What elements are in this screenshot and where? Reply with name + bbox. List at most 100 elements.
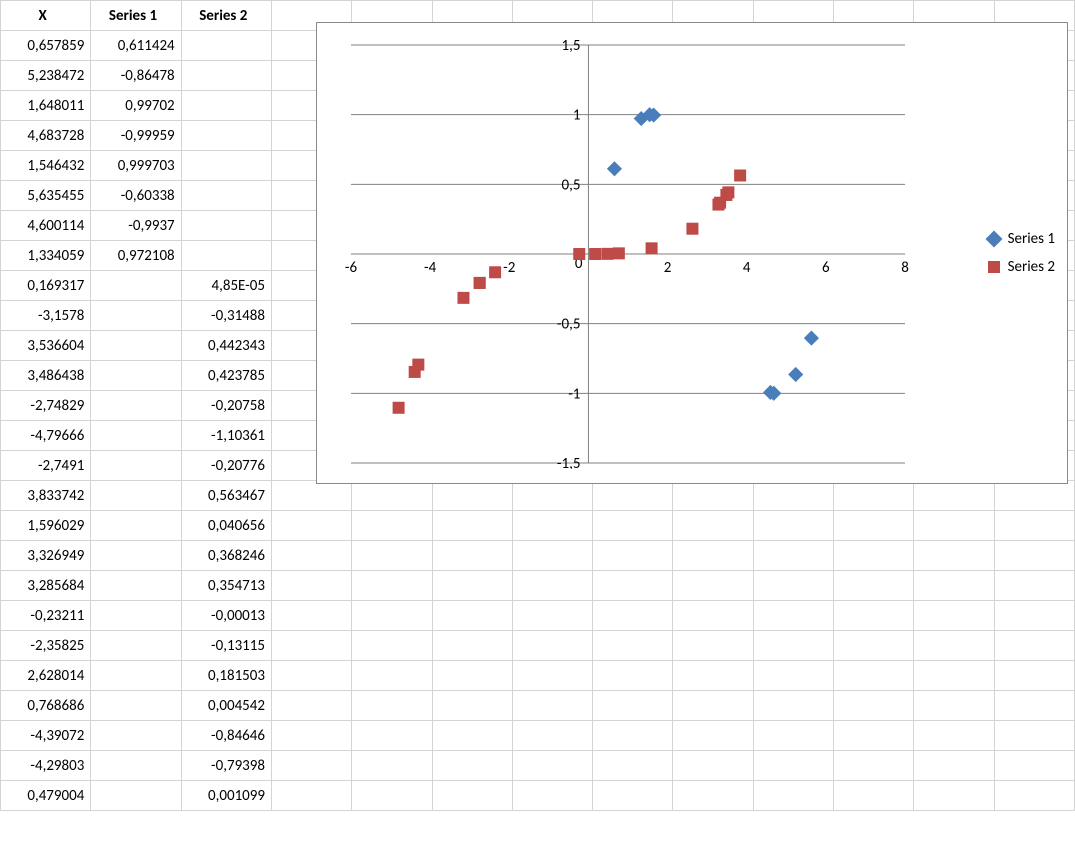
empty-cell[interactable] xyxy=(834,661,914,691)
table-row[interactable]: 3,8337420,563467 xyxy=(1,481,1075,511)
empty-cell[interactable] xyxy=(834,751,914,781)
cell[interactable] xyxy=(91,781,181,811)
table-row[interactable]: 3,2856840,354713 xyxy=(1,571,1075,601)
empty-cell[interactable] xyxy=(593,571,673,601)
cell[interactable]: -2,35825 xyxy=(1,631,91,661)
cell[interactable]: 3,536604 xyxy=(1,331,91,361)
cell[interactable]: -0,86478 xyxy=(91,61,181,91)
cell[interactable] xyxy=(181,181,271,211)
table-row[interactable]: -4,29803 -0,79398 xyxy=(1,751,1075,781)
cell[interactable] xyxy=(181,91,271,121)
empty-cell[interactable] xyxy=(753,721,833,751)
cell[interactable]: 0,768686 xyxy=(1,691,91,721)
empty-cell[interactable] xyxy=(512,571,592,601)
cell[interactable]: 0,99702 xyxy=(91,91,181,121)
cell[interactable]: 0,423785 xyxy=(181,361,271,391)
empty-cell[interactable] xyxy=(834,481,914,511)
empty-cell[interactable] xyxy=(593,601,673,631)
header-s1[interactable]: Series 1 xyxy=(91,1,181,31)
cell[interactable] xyxy=(91,541,181,571)
cell[interactable]: 3,833742 xyxy=(1,481,91,511)
empty-cell[interactable] xyxy=(834,781,914,811)
empty-cell[interactable] xyxy=(432,601,512,631)
empty-cell[interactable] xyxy=(914,541,994,571)
cell[interactable] xyxy=(181,31,271,61)
empty-cell[interactable] xyxy=(753,751,833,781)
table-row[interactable]: 2,628014 0,181503 xyxy=(1,661,1075,691)
empty-cell[interactable] xyxy=(512,481,592,511)
empty-cell[interactable] xyxy=(673,601,753,631)
cell[interactable] xyxy=(91,481,181,511)
cell[interactable]: 0,611424 xyxy=(91,31,181,61)
empty-cell[interactable] xyxy=(512,691,592,721)
cell[interactable]: 0,972108 xyxy=(91,241,181,271)
empty-cell[interactable] xyxy=(914,781,994,811)
empty-cell[interactable] xyxy=(753,631,833,661)
empty-cell[interactable] xyxy=(593,751,673,781)
cell[interactable]: 0,181503 xyxy=(181,661,271,691)
cell[interactable]: 5,635455 xyxy=(1,181,91,211)
empty-cell[interactable] xyxy=(271,571,351,601)
empty-cell[interactable] xyxy=(432,751,512,781)
cell[interactable]: -0,31488 xyxy=(181,301,271,331)
cell[interactable] xyxy=(91,331,181,361)
empty-cell[interactable] xyxy=(753,661,833,691)
empty-cell[interactable] xyxy=(512,661,592,691)
cell[interactable]: 0,657859 xyxy=(1,31,91,61)
empty-cell[interactable] xyxy=(753,481,833,511)
cell[interactable] xyxy=(91,361,181,391)
empty-cell[interactable] xyxy=(432,721,512,751)
cell[interactable]: 4,85E-05 xyxy=(181,271,271,301)
empty-cell[interactable] xyxy=(593,691,673,721)
cell[interactable]: -0,9937 xyxy=(91,211,181,241)
cell[interactable]: 3,326949 xyxy=(1,541,91,571)
empty-cell[interactable] xyxy=(914,631,994,661)
empty-cell[interactable] xyxy=(271,481,351,511)
empty-cell[interactable] xyxy=(673,721,753,751)
cell[interactable]: -0,79398 xyxy=(181,751,271,781)
cell[interactable]: 0,040656 xyxy=(181,511,271,541)
cell[interactable]: 1,546432 xyxy=(1,151,91,181)
cell[interactable]: -0,60338 xyxy=(91,181,181,211)
cell[interactable]: 1,334059 xyxy=(1,241,91,271)
empty-cell[interactable] xyxy=(914,661,994,691)
empty-cell[interactable] xyxy=(352,511,432,541)
empty-cell[interactable] xyxy=(352,571,432,601)
empty-cell[interactable] xyxy=(753,571,833,601)
empty-cell[interactable] xyxy=(994,541,1074,571)
cell[interactable]: -2,74829 xyxy=(1,391,91,421)
empty-cell[interactable] xyxy=(593,661,673,691)
cell[interactable]: -4,29803 xyxy=(1,751,91,781)
empty-cell[interactable] xyxy=(271,721,351,751)
empty-cell[interactable] xyxy=(271,511,351,541)
cell[interactable] xyxy=(181,121,271,151)
empty-cell[interactable] xyxy=(994,601,1074,631)
empty-cell[interactable] xyxy=(432,511,512,541)
cell[interactable] xyxy=(91,421,181,451)
empty-cell[interactable] xyxy=(593,631,673,661)
cell[interactable]: -2,7491 xyxy=(1,451,91,481)
cell[interactable] xyxy=(91,661,181,691)
empty-cell[interactable] xyxy=(352,481,432,511)
empty-cell[interactable] xyxy=(271,691,351,721)
cell[interactable] xyxy=(181,241,271,271)
empty-cell[interactable] xyxy=(352,631,432,661)
cell[interactable] xyxy=(91,391,181,421)
cell[interactable]: 2,628014 xyxy=(1,661,91,691)
cell[interactable]: 0,169317 xyxy=(1,271,91,301)
legend-item-series2[interactable]: Series 2 xyxy=(988,258,1055,276)
cell[interactable]: -4,39072 xyxy=(1,721,91,751)
empty-cell[interactable] xyxy=(834,511,914,541)
empty-cell[interactable] xyxy=(914,721,994,751)
cell[interactable]: 4,683728 xyxy=(1,121,91,151)
cell[interactable]: 4,600114 xyxy=(1,211,91,241)
empty-cell[interactable] xyxy=(512,511,592,541)
empty-cell[interactable] xyxy=(753,601,833,631)
table-row[interactable]: 0,4790040,001099 xyxy=(1,781,1075,811)
header-x[interactable]: X xyxy=(1,1,91,31)
empty-cell[interactable] xyxy=(753,511,833,541)
empty-cell[interactable] xyxy=(352,541,432,571)
cell[interactable] xyxy=(91,571,181,601)
cell[interactable]: -0,84646 xyxy=(181,721,271,751)
empty-cell[interactable] xyxy=(593,721,673,751)
